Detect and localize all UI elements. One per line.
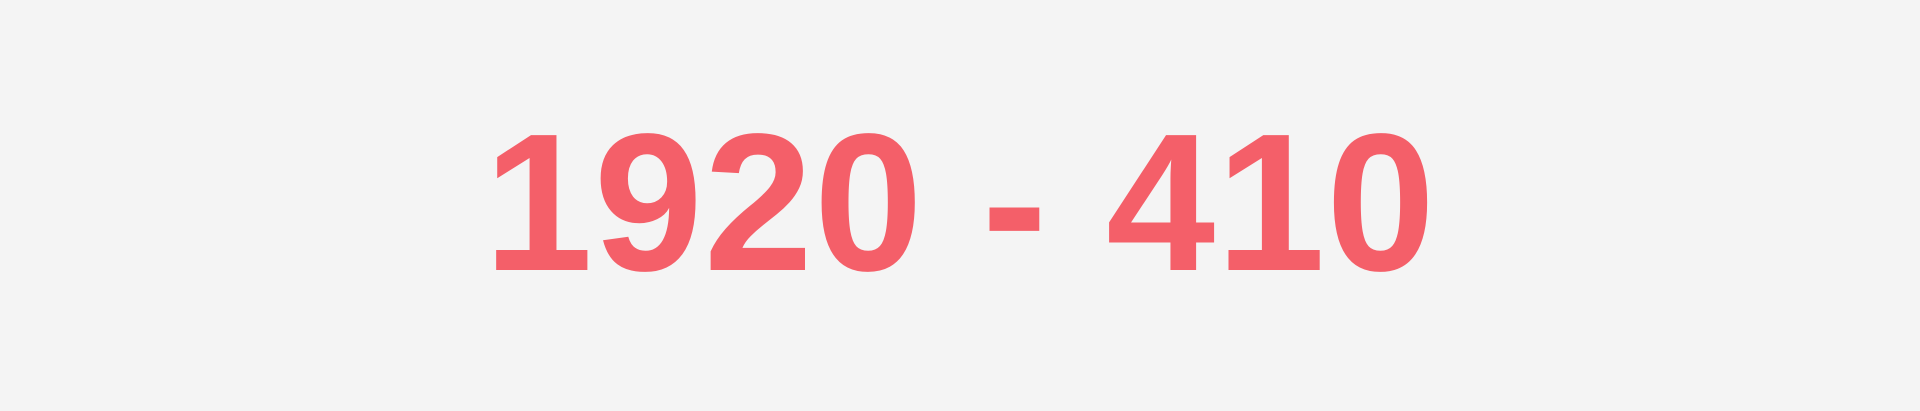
dimension-label: 1920 - 410: [0, 105, 1920, 301]
width-value: 1920: [483, 93, 924, 312]
dimension-separator: -: [981, 93, 1049, 312]
height-value: 410: [1106, 93, 1437, 312]
